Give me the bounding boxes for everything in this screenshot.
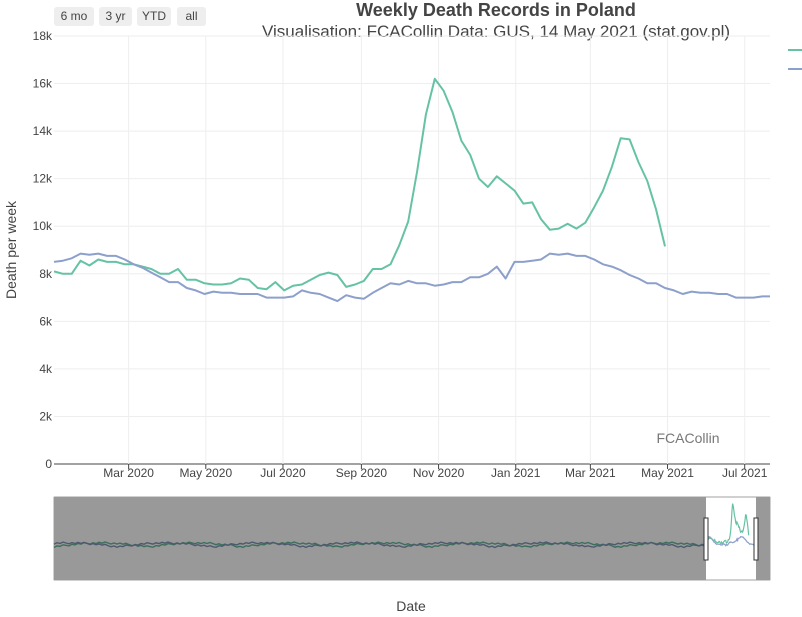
x-tick-label: May 2020 [179, 466, 232, 480]
watermark-annotation: FCACollin [656, 430, 719, 446]
y-axis-title: Death per week [3, 200, 19, 299]
y-tick-label: 6k [39, 314, 53, 328]
y-tick-label: 10k [33, 219, 53, 233]
x-tick-label: Jul 2020 [260, 466, 306, 480]
series-line-1 [53, 77, 666, 292]
x-tick-label: Sep 2020 [336, 466, 388, 480]
x-tick-label: Jan 2021 [491, 466, 541, 480]
x-tick-label: Mar 2021 [565, 466, 616, 480]
y-tick-label: 8k [39, 267, 53, 281]
slider-mask-right [756, 497, 770, 580]
range-button-ytd[interactable]: YTD [137, 7, 171, 26]
y-tick-label: 4k [39, 362, 53, 376]
x-tick-label: May 2021 [641, 466, 694, 480]
slider-history-line-1 [53, 541, 706, 549]
y-tick-label: 0 [45, 457, 52, 471]
series-lines [53, 77, 770, 303]
y-tick-label: 2k [39, 409, 53, 423]
x-axis-title: Date [396, 598, 426, 614]
axes: Death per week Date FCACollin 0 2k 4k 6k 8k 1… [3, 29, 768, 614]
y-tick-label: 16k [33, 77, 53, 91]
chart-title: Weekly Death Records in Poland [356, 0, 636, 20]
range-button-3yr[interactable]: 3 yr [99, 7, 132, 26]
x-tick-label: Mar 2020 [103, 466, 154, 480]
slider-history-line-2 [53, 541, 706, 549]
y-tick-label: 18k [33, 29, 53, 43]
slider-handle-right[interactable] [753, 517, 759, 561]
slider-handle-left[interactable] [703, 517, 709, 561]
legend [788, 49, 802, 70]
series-line-2 [53, 252, 770, 303]
slider-series-line-2 [705, 535, 756, 547]
y-tick-label: 12k [33, 172, 53, 186]
y-tick-label: 14k [33, 124, 53, 138]
range-slider[interactable] [53, 496, 771, 581]
x-tick-label: Jul 2021 [722, 466, 768, 480]
gridlines [54, 35, 770, 469]
slider-mask-left [54, 497, 706, 580]
x-tick-label: Nov 2020 [413, 466, 465, 480]
range-button-6mo[interactable]: 6 mo [54, 7, 94, 26]
range-button-all[interactable]: all [177, 7, 206, 26]
